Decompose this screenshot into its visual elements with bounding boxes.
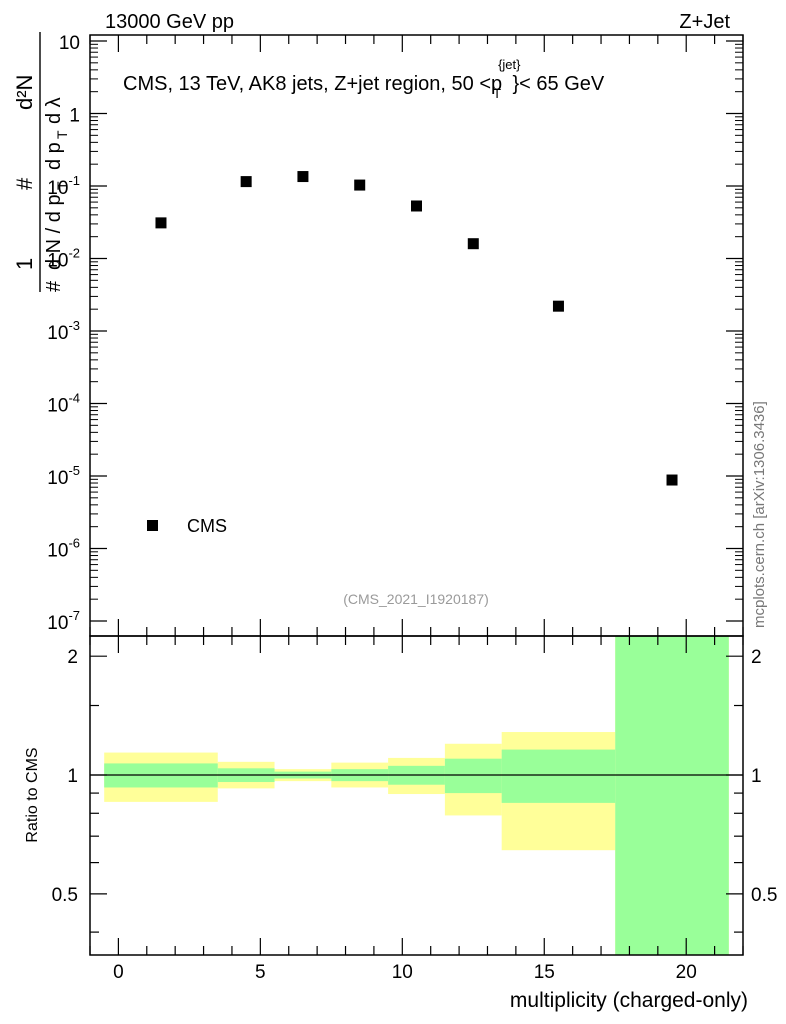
- ratio-bands-inner: [104, 636, 729, 955]
- analysis-id: (CMS_2021_I1920187): [343, 591, 489, 607]
- x-tick-label-0: 0: [113, 962, 124, 983]
- main-x-ticks: [89, 35, 744, 636]
- svg-text:#: #: [43, 280, 65, 292]
- ratio-y-tick-label-right-1: 1: [751, 766, 762, 787]
- x-tick-label-4: 20: [676, 962, 697, 983]
- main-y-tick-label-2: 10-5: [47, 463, 80, 489]
- plot-title-sub: T: [493, 86, 501, 101]
- x-tick-label-2: 10: [392, 962, 413, 983]
- main-plot-frame: [89, 34, 744, 637]
- ratio-y-tick-label-left-2: 2: [67, 647, 78, 668]
- main-y-tick-label-8: 10: [59, 33, 80, 54]
- main-y-tick-label-0: 10-7: [47, 608, 80, 634]
- svg-text:#: #: [12, 177, 37, 190]
- ratio-band-inner-7: [615, 636, 729, 955]
- svg-text:1: 1: [12, 258, 37, 270]
- svg-text:T: T: [54, 181, 70, 190]
- ratio-band-inner-5: [444, 758, 502, 794]
- x-tick-label-1: 5: [255, 962, 266, 983]
- main-y-tick-label-6: 10-1: [47, 173, 80, 199]
- data-point-4: [411, 200, 422, 212]
- ratio-plot-frame: [89, 635, 744, 956]
- data-point-7: [666, 474, 678, 486]
- data-point-6: [552, 300, 564, 312]
- ratio-y-tick-label-left-0: 0.5: [52, 885, 78, 906]
- data-point-5: [467, 238, 479, 250]
- ratio-y-tick-label-right-2: 2: [751, 647, 762, 668]
- legend: CMS: [147, 516, 227, 536]
- data-point-1: [240, 176, 252, 188]
- svg-text:d λ: d λ: [43, 97, 65, 124]
- main-y-tick-label-5: 10-2: [47, 246, 80, 272]
- main-y-tick-label-3: 10-4: [47, 391, 80, 417]
- data-point-3: [354, 179, 366, 191]
- legend-marker: [147, 520, 158, 531]
- ratio-x-ticks: 0 5 10 15 20: [89, 636, 744, 983]
- ratio-y-axis-label: Ratio to CMS: [24, 747, 41, 842]
- plot-title-main: CMS, 13 TeV, AK8 jets, Z+jet region, 50 …: [123, 73, 502, 95]
- side-label: mcplots.cern.ch [arXiv:1306.3436]: [751, 401, 768, 628]
- legend-label: CMS: [187, 516, 227, 536]
- svg-text:d N / d p: d N / d p: [43, 194, 65, 270]
- svg-text:T: T: [54, 130, 70, 139]
- svg-text:d²N: d²N: [12, 75, 37, 110]
- data-markers: [155, 171, 678, 486]
- data-point-2: [297, 171, 309, 183]
- svg-text:d p: d p: [43, 142, 65, 170]
- main-y-axis-label: 1 d²N # d N / d p T d p T d λ #: [12, 32, 70, 292]
- x-tick-label-3: 15: [534, 962, 555, 983]
- ratio-band-inner-6: [501, 749, 616, 803]
- plot-title-end: }< 65 GeV: [513, 73, 605, 95]
- process-label: Z+Jet: [679, 11, 730, 33]
- plot-title: CMS, 13 TeV, AK8 jets, Z+jet region, 50 …: [123, 57, 605, 101]
- main-y-tick-label-1: 10-6: [47, 536, 80, 562]
- main-y-tick-label-7: 1: [69, 106, 80, 127]
- energy-label: 13000 GeV pp: [105, 11, 234, 33]
- data-point-0: [155, 217, 167, 229]
- ratio-y-tick-label-left-1: 1: [67, 766, 78, 787]
- plot-title-sup: {jet}: [498, 57, 521, 72]
- ratio-y-tick-label-right-0: 0.5: [751, 885, 777, 906]
- ratio-y-ticks: 0.5 0.5 1 1 2 2: [52, 647, 777, 933]
- main-y-ticks: 10-7 10-6 10-5 10-4 10-3 10-2 10-1 1 10: [47, 33, 743, 634]
- main-y-tick-label-4: 10-3: [47, 318, 80, 344]
- x-axis-label: multiplicity (charged-only): [510, 989, 748, 1012]
